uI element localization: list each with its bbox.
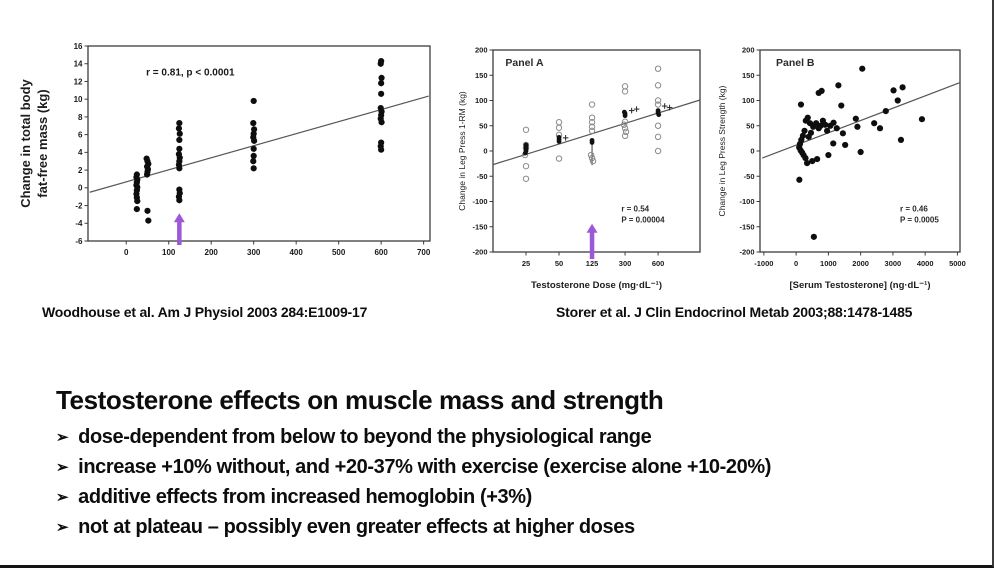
svg-text:-50: -50 <box>477 172 488 181</box>
svg-text:4: 4 <box>78 148 83 157</box>
svg-text:600: 600 <box>374 248 388 257</box>
svg-text:-150: -150 <box>472 222 487 231</box>
svg-text:-4: -4 <box>75 219 83 228</box>
svg-text:400: 400 <box>289 248 303 257</box>
svg-text:Panel B: Panel B <box>776 57 815 69</box>
svg-text:50: 50 <box>479 121 487 130</box>
svg-text:300: 300 <box>619 259 632 268</box>
svg-text:150: 150 <box>475 71 488 80</box>
svg-text:600: 600 <box>652 259 665 268</box>
arrowhead-bullet-icon: ➢ <box>56 519 69 536</box>
svg-text:14: 14 <box>74 60 83 69</box>
bullet-item: ➢ additive effects from increased hemogl… <box>56 483 986 513</box>
citation-storer: Storer et al. J Clin Endocrinol Metab 20… <box>556 304 913 320</box>
svg-text:-50: -50 <box>744 172 755 181</box>
bullet-text: additive effects from increased hemoglob… <box>78 486 532 508</box>
bullet-item: ➢ dose-dependent from below to beyond th… <box>56 423 986 453</box>
svg-text:r = 0.54: r = 0.54 <box>621 205 649 214</box>
svg-text:-200: -200 <box>472 248 487 257</box>
svg-text:Testosterone Dose (mg·dL⁻¹): Testosterone Dose (mg·dL⁻¹) <box>531 280 662 291</box>
svg-text:r = 0.81, p < 0.0001: r = 0.81, p < 0.0001 <box>146 67 235 78</box>
svg-text:0: 0 <box>78 184 83 193</box>
svg-text:200: 200 <box>475 46 488 55</box>
bullet-text: increase +10% without, and +20-37% with … <box>78 456 771 478</box>
svg-text:Panel A: Panel A <box>505 57 544 69</box>
svg-text:150: 150 <box>742 71 755 80</box>
svg-text:fat-free mass (kg): fat-free mass (kg) <box>35 89 50 197</box>
svg-text:2: 2 <box>78 166 83 175</box>
svg-text:-100: -100 <box>472 197 487 206</box>
svg-text:200: 200 <box>742 46 755 55</box>
svg-text:125: 125 <box>586 259 599 268</box>
bullet-text: dose-dependent from below to beyond the … <box>78 426 652 448</box>
svg-text:50: 50 <box>746 121 754 130</box>
svg-text:-2: -2 <box>75 201 83 210</box>
svg-text:2000: 2000 <box>852 259 869 268</box>
svg-text:-1000: -1000 <box>754 259 773 268</box>
svg-text:0: 0 <box>794 259 798 268</box>
svg-text:1000: 1000 <box>820 259 837 268</box>
svg-text:300: 300 <box>247 248 261 257</box>
arrowhead-bullet-icon: ➢ <box>56 489 69 506</box>
svg-text:3000: 3000 <box>885 259 902 268</box>
svg-text:10: 10 <box>74 95 83 104</box>
svg-text:Change in Leg Press 1-RM (kg): Change in Leg Press 1-RM (kg) <box>457 91 467 211</box>
svg-text:Change in Leg Press Strength (: Change in Leg Press Strength (kg) <box>717 85 727 216</box>
svg-text:0: 0 <box>483 147 487 156</box>
svg-text:-6: -6 <box>75 237 83 246</box>
arrowhead-bullet-icon: ➢ <box>56 459 69 476</box>
svg-text:500: 500 <box>332 248 346 257</box>
svg-text:r = 0.46: r = 0.46 <box>900 205 928 214</box>
svg-text:0: 0 <box>124 248 129 257</box>
svg-text:100: 100 <box>742 96 755 105</box>
svg-text:16: 16 <box>74 42 83 51</box>
svg-text:P = 0.00004: P = 0.00004 <box>621 216 665 225</box>
summary-text-block: Testosterone effects on muscle mass and … <box>56 385 986 543</box>
bullet-text: not at plateau – possibly even greater e… <box>78 516 635 538</box>
svg-text:12: 12 <box>74 77 83 86</box>
woodhouse-fat-free-mass-chart: 0 100 200 300 400 500 600 700 -6 -4 -2 0 2 4 6 8 10 12 14 1… <box>18 42 431 257</box>
svg-text:6: 6 <box>78 131 83 140</box>
bullet-item: ➢ increase +10% without, and +20-37% wit… <box>56 453 986 483</box>
svg-text:5000: 5000 <box>949 259 966 268</box>
svg-text:50: 50 <box>555 259 563 268</box>
svg-text:25: 25 <box>522 259 530 268</box>
svg-text:-150: -150 <box>739 222 754 231</box>
svg-text:100: 100 <box>475 96 488 105</box>
citation-woodhouse: Woodhouse et al. Am J Physiol 2003 284:E… <box>42 304 368 320</box>
svg-text:Change in total body: Change in total body <box>18 78 33 207</box>
svg-text:700: 700 <box>417 248 431 257</box>
bullet-list: ➢ dose-dependent from below to beyond th… <box>56 423 986 543</box>
arrowhead-bullet-icon: ➢ <box>56 429 69 446</box>
svg-text:[Serum Testosterone] (ng·dL⁻¹): [Serum Testosterone] (ng·dL⁻¹) <box>789 280 930 291</box>
svg-text:100: 100 <box>162 248 176 257</box>
svg-text:-200: -200 <box>739 248 754 257</box>
svg-text:P = 0.0005: P = 0.0005 <box>900 216 939 225</box>
panel-b-leg-press-strength-chart: -1000 0 1000 2000 3000 4000 5000-200-150-100-5… <box>717 46 966 291</box>
svg-text:8: 8 <box>78 113 83 122</box>
panel-a-leg-press-1rm-chart: 25 50 125 300 600 -200 -150 -100 -50 0 50 100 150 200… <box>457 46 701 291</box>
svg-text:4000: 4000 <box>917 259 934 268</box>
svg-text:0: 0 <box>750 147 754 156</box>
slide-title: Testosterone effects on muscle mass and … <box>56 385 664 415</box>
svg-text:-100: -100 <box>739 197 754 206</box>
bullet-item: ➢ not at plateau – possibly even greater… <box>56 513 986 543</box>
svg-text:200: 200 <box>205 248 219 257</box>
